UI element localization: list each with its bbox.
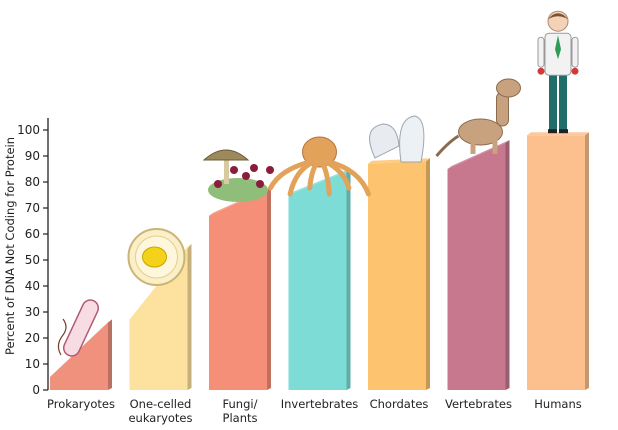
y-tick-label: 0 [32, 383, 40, 397]
sea-squirts-illustration [369, 115, 425, 163]
mushroom-and-flowers-illustration [202, 149, 274, 202]
category-label: One-celled eukaryotes [128, 397, 192, 425]
bar-fungi-plants [209, 186, 271, 390]
category-label: Invertebrates [281, 397, 359, 411]
bar-invertebrates [288, 168, 351, 390]
y-axis-title: Percent of DNA Not Coding for Protein [3, 137, 17, 355]
y-tick-label: 50 [25, 253, 40, 267]
category-label: Chordates [370, 397, 429, 411]
yeast-cell-illustration [127, 228, 186, 286]
dog-illustration [435, 78, 521, 157]
category-labels: Prokaryotes One-celled eukaryotes Fungi/Pla… [47, 397, 582, 425]
y-tick-label: 30 [25, 305, 40, 319]
category-label: Vertebrates [445, 397, 512, 411]
y-tick-label: 40 [25, 279, 40, 293]
bacterium-illustration [57, 299, 100, 357]
bar-chordates [368, 158, 430, 390]
y-axis: 0 10 20 30 40 50 60 70 80 90 100 [17, 118, 49, 397]
category-label: Humans [534, 397, 581, 411]
y-tick-label: 100 [17, 123, 40, 137]
y-tick-label: 20 [25, 331, 40, 345]
category-label: Prokaryotes [47, 397, 115, 411]
y-tick-label: 60 [25, 227, 40, 241]
y-tick-label: 80 [25, 175, 40, 189]
category-label: Fungi/Plants [223, 397, 258, 425]
y-tick-label: 10 [25, 357, 40, 371]
octopus-illustration [268, 136, 371, 197]
y-tick-label: 70 [25, 201, 40, 215]
illustrations-layer [57, 10, 579, 357]
bar-vertebrates [447, 140, 510, 390]
bars-layer [50, 132, 589, 390]
y-tick-label: 90 [25, 149, 40, 163]
human-illustration [537, 10, 579, 134]
bar-humans [527, 132, 589, 390]
